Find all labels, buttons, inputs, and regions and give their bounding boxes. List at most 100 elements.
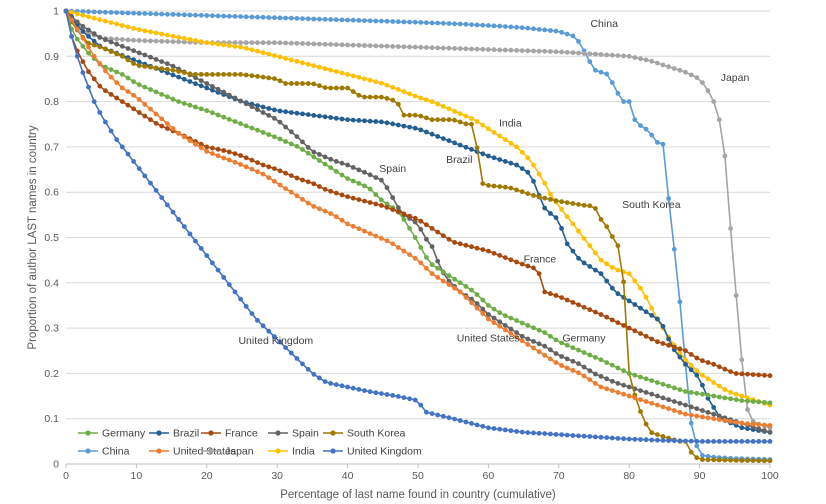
data-point-japan	[531, 48, 536, 54]
data-point-spain	[395, 205, 401, 211]
data-point-japan	[576, 50, 581, 56]
data-point-japan	[519, 48, 525, 53]
data-point-japan	[260, 40, 266, 46]
data-point-france	[80, 59, 86, 65]
data-point-brazil	[170, 72, 176, 78]
data-point-germany	[367, 186, 373, 192]
data-point-india	[497, 133, 503, 139]
data-point-brazil	[322, 114, 328, 120]
annotation-brazil: Brazil	[446, 154, 472, 166]
data-point-united-states	[288, 189, 294, 195]
data-point-brazil	[294, 110, 300, 116]
data-point-spain	[119, 43, 125, 49]
data-point-germany	[700, 391, 705, 397]
data-point-united-kingdom	[153, 188, 159, 193]
y-tick-label: 0.8	[44, 96, 59, 108]
data-point-china	[266, 15, 272, 20]
data-point-brazil	[683, 361, 688, 367]
data-point-united-kingdom	[519, 429, 525, 435]
data-point-india	[570, 221, 576, 227]
data-point-united-kingdom	[750, 439, 756, 444]
data-point-japan	[666, 64, 671, 70]
data-point-china	[508, 24, 514, 30]
series-germany	[63, 8, 773, 406]
data-point-france	[317, 184, 322, 189]
data-point-germany	[564, 342, 570, 348]
data-point-germany	[311, 154, 317, 160]
data-point-france	[142, 113, 148, 119]
data-point-united-kingdom	[311, 371, 317, 377]
data-point-france	[559, 295, 564, 300]
data-point-japan	[407, 44, 412, 50]
data-point-south-korea	[525, 191, 531, 197]
data-point-germany	[136, 82, 142, 88]
data-point-france	[677, 346, 683, 352]
data-point-china	[390, 19, 396, 24]
data-point-india	[390, 84, 396, 90]
data-point-germany	[626, 371, 632, 376]
data-point-south-korea	[609, 234, 615, 240]
data-point-germany	[739, 398, 745, 403]
data-point-south-korea	[424, 115, 429, 121]
data-point-south-korea	[576, 202, 581, 207]
data-point-brazil	[356, 118, 362, 123]
data-point-china	[356, 18, 362, 23]
data-point-united-kingdom	[266, 328, 272, 334]
data-point-japan	[305, 41, 311, 47]
data-point-united-states	[108, 74, 114, 80]
data-point-china	[452, 21, 457, 27]
data-point-germany	[232, 119, 238, 124]
data-point-united-kingdom	[446, 415, 452, 421]
legend-marker	[156, 448, 162, 454]
data-point-china	[435, 20, 441, 26]
data-point-south-korea	[435, 117, 441, 123]
data-point-india	[542, 180, 548, 186]
data-point-united-states	[480, 311, 486, 316]
data-point-germany	[728, 396, 733, 402]
data-point-france	[125, 102, 131, 108]
data-point-germany	[384, 201, 390, 207]
data-point-united-kingdom	[587, 434, 593, 439]
data-point-brazil	[328, 115, 334, 120]
data-point-india	[74, 11, 80, 17]
data-point-united-states	[762, 422, 767, 428]
data-point-spain	[322, 154, 328, 160]
data-point-france	[536, 271, 542, 277]
data-point-united-states	[711, 416, 717, 422]
data-point-united-kingdom	[379, 391, 384, 396]
data-point-south-korea	[108, 49, 114, 54]
data-point-united-kingdom	[407, 396, 412, 402]
data-point-spain	[317, 152, 322, 157]
legend-label: Brazil	[173, 428, 199, 440]
data-point-germany	[114, 69, 120, 75]
data-point-china	[221, 13, 227, 19]
data-point-brazil	[198, 83, 204, 89]
data-point-china	[255, 14, 260, 20]
data-point-france	[508, 257, 514, 263]
x-tick-label: 70	[553, 470, 565, 482]
data-point-germany	[666, 383, 671, 389]
data-point-united-states	[198, 145, 204, 151]
x-tick-label: 20	[201, 470, 213, 482]
y-tick-label: 0.7	[44, 141, 59, 153]
data-point-china	[440, 20, 446, 26]
data-point-india	[463, 113, 469, 119]
data-point-spain	[350, 165, 356, 170]
data-point-united-states	[621, 391, 626, 397]
annotation-france: France	[524, 253, 557, 265]
data-point-germany	[300, 147, 305, 153]
data-point-japan	[159, 38, 165, 44]
data-point-united-states	[322, 208, 328, 214]
data-point-brazil	[187, 79, 193, 84]
legend-marker	[275, 430, 281, 436]
data-point-south-korea	[103, 46, 108, 52]
data-point-china	[609, 80, 615, 85]
data-point-china	[525, 25, 531, 31]
data-point-brazil	[435, 134, 441, 139]
data-point-united-kingdom	[711, 439, 717, 444]
annotation-germany: Germany	[562, 333, 606, 345]
data-point-spain	[666, 397, 671, 403]
data-point-brazil	[463, 144, 469, 150]
data-point-china	[536, 27, 542, 32]
data-point-india	[114, 21, 120, 27]
